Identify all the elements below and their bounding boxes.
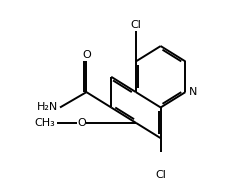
Text: CH₃: CH₃ xyxy=(34,118,55,128)
Text: Cl: Cl xyxy=(131,20,141,30)
Text: O: O xyxy=(82,50,91,60)
Text: Cl: Cl xyxy=(155,170,166,178)
Text: N: N xyxy=(189,87,197,97)
Text: H₂N: H₂N xyxy=(37,103,58,112)
Text: O: O xyxy=(77,118,86,128)
